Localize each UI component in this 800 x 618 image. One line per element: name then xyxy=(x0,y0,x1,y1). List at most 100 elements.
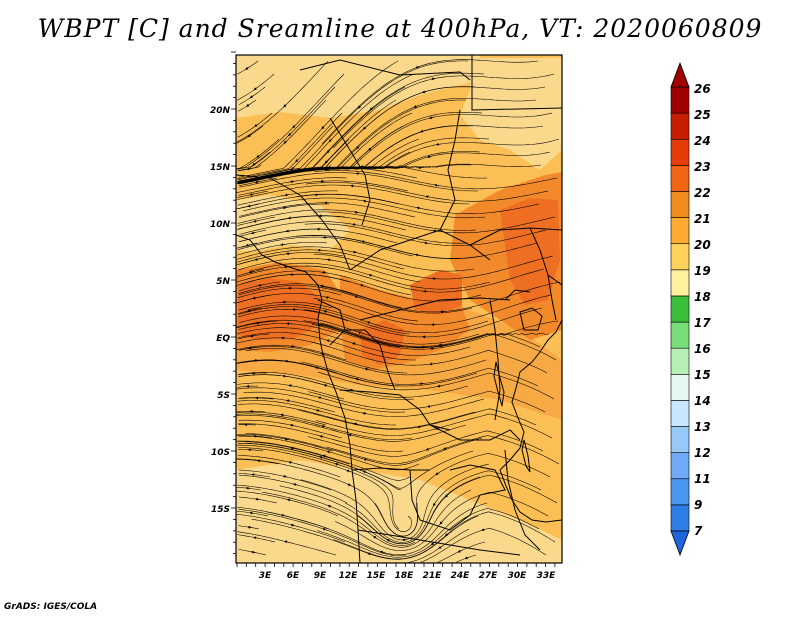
coastline-east xyxy=(499,319,562,523)
streamline-arrow xyxy=(481,528,486,532)
lon-label-24e: 24E xyxy=(451,571,471,581)
colorbar-label-26: 26 xyxy=(694,82,711,96)
streamline-arrow xyxy=(321,425,327,428)
streamline-arrow xyxy=(253,219,258,223)
streamline-arrow xyxy=(356,145,361,150)
lat-ticks xyxy=(231,51,236,554)
streamline-arrow xyxy=(314,366,320,370)
lat-label-5s: 5S xyxy=(217,391,230,401)
streamline-arrow xyxy=(247,134,252,138)
border-chad-sudan xyxy=(439,109,461,231)
colorbar-label-18: 18 xyxy=(694,290,711,304)
wbpt-hot-core-east xyxy=(500,198,560,305)
colorbar-cell xyxy=(670,347,690,375)
colorbar-arrow-high xyxy=(670,61,690,88)
streamline-arrow xyxy=(280,413,286,417)
streamline-arrow xyxy=(351,223,357,227)
streamline-arrow xyxy=(363,458,369,462)
streamline-arrow xyxy=(435,472,440,476)
streamline-arrow xyxy=(285,399,291,403)
streamline-arrow xyxy=(326,450,332,454)
streamline-arrow xyxy=(322,454,328,458)
streamline-arrow xyxy=(321,271,327,275)
colorbar-cell xyxy=(670,269,690,297)
streamline-arrow xyxy=(413,105,419,108)
streamline-arrow xyxy=(315,409,321,413)
lat-label-15s: 15S xyxy=(211,505,230,515)
border-nigeria-cameroon xyxy=(236,174,351,271)
streamline-arrow xyxy=(323,384,329,387)
colorbar-cell xyxy=(670,165,690,192)
border-egypt-sudan xyxy=(471,55,562,111)
border-gabon-congo xyxy=(317,299,346,346)
colorbar-label-16: 16 xyxy=(694,342,711,356)
colorbar-label-12: 12 xyxy=(694,446,711,460)
streamline-arrow xyxy=(292,483,298,487)
streamline-arrow xyxy=(444,493,449,498)
streamline-arrow xyxy=(249,95,254,99)
colorbar-cell xyxy=(670,217,690,245)
streamline-arrow xyxy=(401,538,407,542)
streamline-arrow xyxy=(359,284,365,287)
lon-label-27e: 27E xyxy=(479,571,499,581)
wbpt-cool-patch-south xyxy=(236,460,562,563)
lat-label-15n: 15N xyxy=(210,163,231,173)
streamline-arrow xyxy=(296,167,302,171)
streamline-arrow xyxy=(254,123,259,127)
lake-tanganyika xyxy=(493,361,505,407)
streamline-arrow xyxy=(250,231,256,235)
lon-label-21e: 21E xyxy=(423,571,443,581)
colorbar-cell xyxy=(670,191,690,218)
border-car xyxy=(349,229,491,271)
border-drc-north xyxy=(359,297,511,321)
streamline-arrow xyxy=(256,154,261,158)
wbpt-cool-patch-north xyxy=(236,55,480,118)
wbpt-cool-patch-northeast xyxy=(460,58,562,170)
streamline-arrow xyxy=(254,497,260,501)
colorbar-label-20: 20 xyxy=(694,238,711,252)
lon-ticks xyxy=(236,563,556,567)
border-mozambique xyxy=(504,449,541,551)
border-zambia xyxy=(429,424,521,441)
lon-label-9e: 9E xyxy=(314,571,327,581)
streamline-arrow xyxy=(428,116,434,120)
streamline-arrow xyxy=(362,199,368,203)
colorbar-label-14: 14 xyxy=(694,394,711,408)
lat-label-10n: 10N xyxy=(210,220,231,230)
streamline-arrow xyxy=(249,192,255,196)
streamline-arrow xyxy=(290,345,296,348)
border-south-sudan xyxy=(469,227,562,246)
streamline-arrow xyxy=(246,167,252,171)
streamline-arrow xyxy=(280,243,286,247)
streamline-arrow xyxy=(282,206,288,210)
streamline-arrow xyxy=(321,125,326,130)
streamline-arrow xyxy=(421,90,427,94)
streamline-arrow xyxy=(439,520,444,525)
streamline-arrow xyxy=(253,86,258,91)
streamline-arrow xyxy=(284,193,290,197)
streamline-arrow xyxy=(253,536,258,540)
colorbar-arrow-low xyxy=(670,530,690,557)
streamline-arrow xyxy=(250,334,256,338)
colorbar-label-22: 22 xyxy=(694,186,711,200)
streamline-arrow xyxy=(327,504,333,508)
streamline-arrow xyxy=(246,309,252,313)
streamline-arrow xyxy=(290,166,295,171)
streamline-arrow xyxy=(366,166,371,170)
colorbar-label-19: 19 xyxy=(694,264,711,278)
streamline-arrow xyxy=(426,404,432,408)
streamline-arrow xyxy=(252,162,257,166)
colorbar-label-21: 21 xyxy=(694,212,711,226)
streamline-arrow xyxy=(353,422,359,426)
streamline-arrow xyxy=(417,165,423,169)
streamline-arrow xyxy=(435,142,441,146)
streamline-arrow xyxy=(351,342,357,346)
colorbar-label-17: 17 xyxy=(694,316,711,330)
streamline-arrow xyxy=(373,535,378,540)
streamline-arrow xyxy=(442,446,448,450)
colorbar-label-25: 25 xyxy=(694,108,711,122)
streamline-arrow xyxy=(246,103,251,107)
streamline-arrow xyxy=(357,331,363,335)
streamline-arrow xyxy=(326,339,331,343)
streamline-arrow xyxy=(257,283,263,287)
